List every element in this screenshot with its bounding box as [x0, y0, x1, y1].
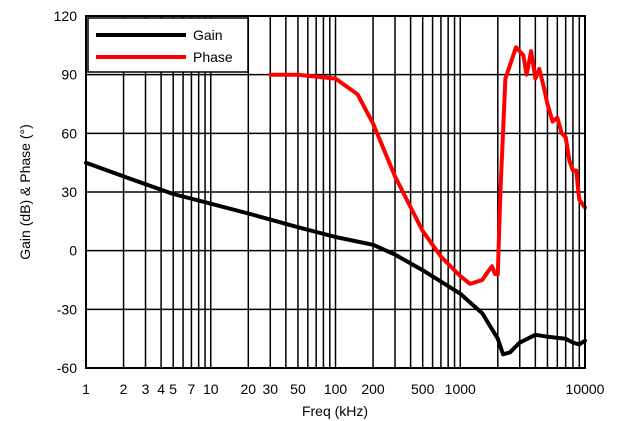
x-tick-label: 10000 [566, 381, 605, 397]
x-tick-label: 10 [203, 381, 219, 397]
x-tick-label: 20 [241, 381, 257, 397]
plot-frame [85, 15, 586, 369]
x-axis-label: Freq (kHz) [302, 403, 368, 419]
x-tick-label: 200 [361, 381, 385, 397]
y-axis-label: Gain (dB) & Phase (°) [17, 124, 33, 260]
y-axis-ticks: -60 -30 0 30 60 90 120 [54, 8, 78, 376]
y-tick-label: -30 [57, 301, 77, 317]
y-tick-label: 0 [69, 243, 77, 259]
series-phase-line [268, 45, 587, 286]
x-tick-label: 4 [157, 381, 165, 397]
x-tick-label: 30 [262, 381, 278, 397]
y-tick-label: 30 [61, 184, 77, 200]
legend: Gain Phase [87, 17, 249, 73]
x-axis-ticks: 1 2 3 4 5 7 10 20 30 50 100 200 500 1000 10000 [82, 381, 605, 397]
legend-label-gain: Gain [193, 27, 223, 43]
x-tick-label: 500 [411, 381, 435, 397]
x-tick-label: 100 [324, 381, 348, 397]
series-lines [84, 45, 587, 357]
x-tick-label: 1 [82, 381, 90, 397]
x-tick-label: 3 [142, 381, 150, 397]
series-gain-line [84, 160, 587, 357]
y-tick-label: 90 [61, 67, 77, 83]
gridlines [86, 16, 585, 368]
x-tick-label: 2 [120, 381, 128, 397]
legend-box [87, 17, 249, 73]
y-tick-label: 60 [61, 125, 77, 141]
y-tick-label: -60 [57, 360, 77, 376]
legend-label-phase: Phase [193, 49, 233, 65]
x-tick-label: 50 [290, 381, 306, 397]
x-tick-label: 7 [188, 381, 196, 397]
x-tick-label: 5 [169, 381, 177, 397]
y-tick-label: 120 [54, 8, 78, 24]
x-tick-label: 1000 [445, 381, 476, 397]
